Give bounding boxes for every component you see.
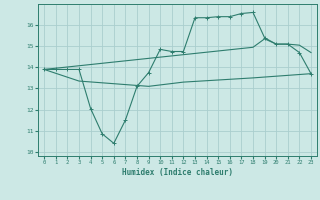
X-axis label: Humidex (Indice chaleur): Humidex (Indice chaleur) <box>122 168 233 177</box>
